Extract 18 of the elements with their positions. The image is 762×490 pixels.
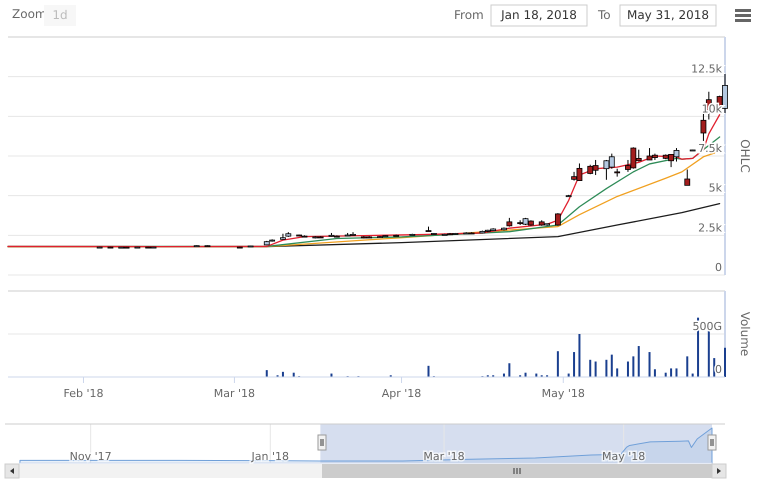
text: 1d xyxy=(52,8,68,22)
y-tick-label: 0 xyxy=(715,261,722,274)
y-axis-title: OHLC xyxy=(738,139,752,173)
text: To xyxy=(597,8,611,22)
y-axis-title: Volume xyxy=(738,312,752,356)
text: From xyxy=(454,8,484,22)
text: May 31, 2018 xyxy=(626,8,710,22)
x-tick-label: Nov '17 xyxy=(70,450,112,463)
y-tick-label: 2.5k xyxy=(698,221,723,234)
x-tick-label: Feb '18 xyxy=(63,387,104,400)
x-tick-label: May '18 xyxy=(542,387,585,400)
y-tick-label: 0 xyxy=(715,363,722,376)
y-tick-label: 12.5k xyxy=(691,62,723,76)
x-tick-label: Jan '18 xyxy=(250,450,290,463)
y-tick-label: 5k xyxy=(708,182,723,195)
x-tick-label: Apr '18 xyxy=(382,387,422,400)
x-tick-label: Mar '18 xyxy=(214,387,256,400)
text: Jan 18, 2018 xyxy=(500,8,577,22)
